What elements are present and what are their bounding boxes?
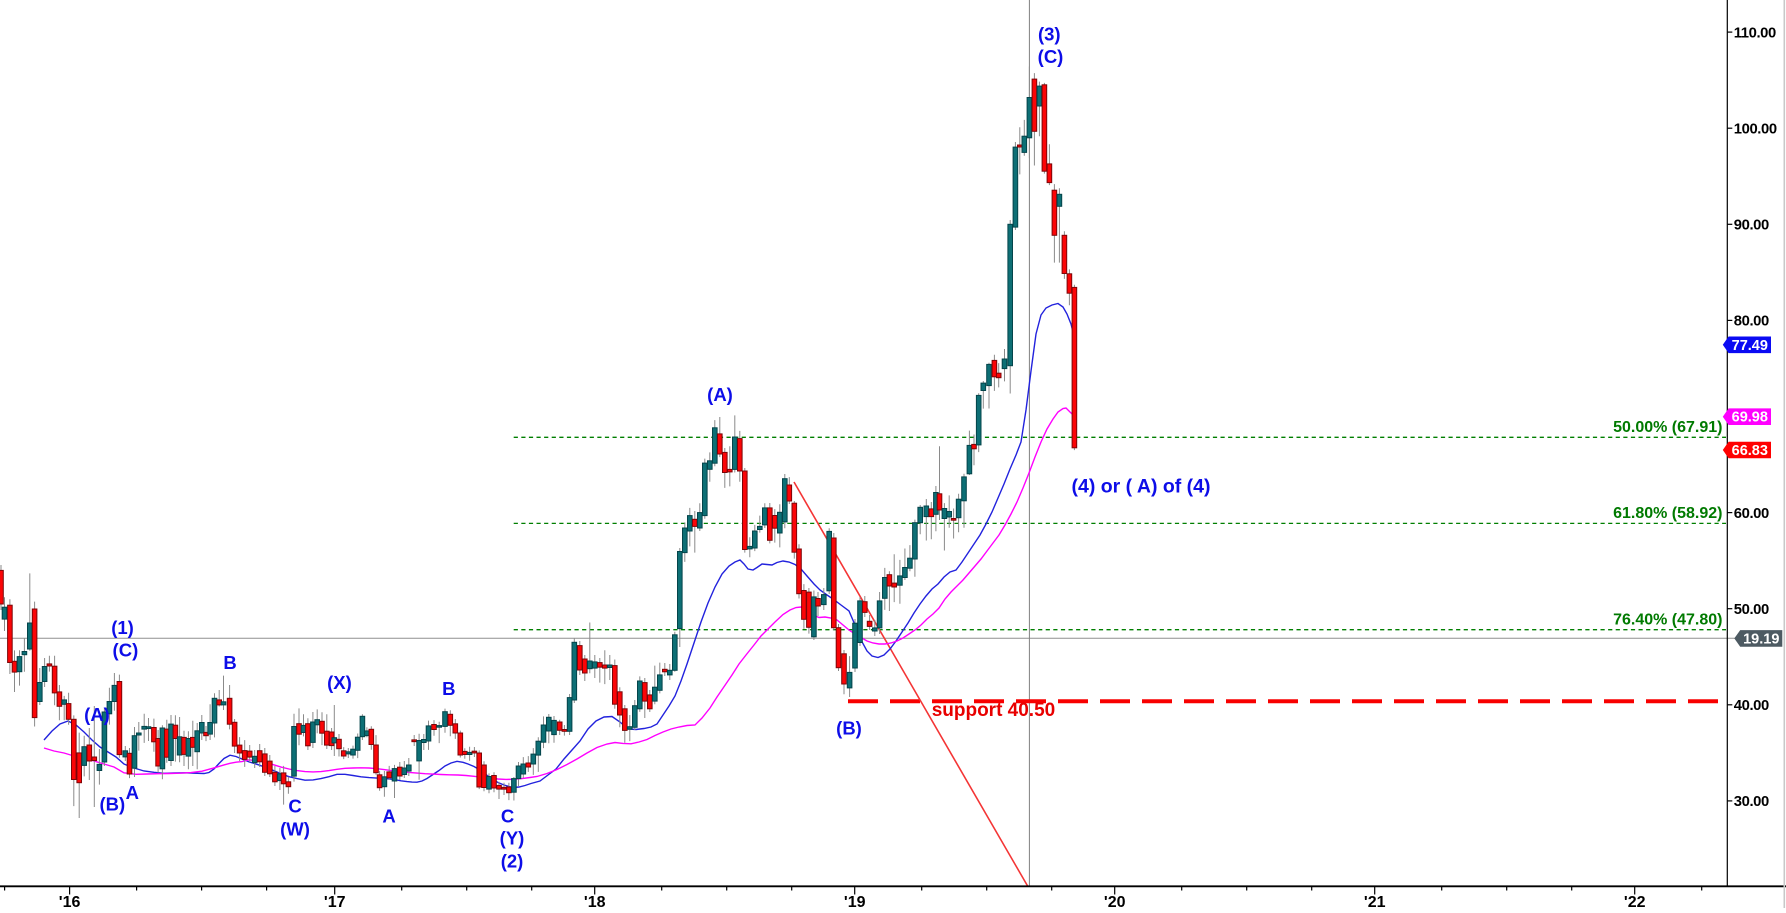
svg-text:(B): (B)	[99, 793, 125, 814]
svg-text:B: B	[442, 678, 455, 699]
svg-text:77.49: 77.49	[1732, 338, 1768, 354]
svg-text:'21: '21	[1364, 894, 1386, 908]
svg-text:(A): (A)	[707, 384, 733, 405]
svg-text:(B): (B)	[836, 718, 862, 739]
svg-text:80.00: 80.00	[1734, 314, 1769, 330]
svg-text:B: B	[223, 652, 236, 673]
svg-text:support 40.50: support 40.50	[932, 700, 1056, 721]
svg-text:60.00: 60.00	[1734, 506, 1769, 522]
svg-text:'20: '20	[1104, 894, 1126, 908]
svg-text:(Y): (Y)	[500, 828, 525, 849]
svg-text:'18: '18	[584, 894, 606, 908]
svg-text:(X): (X)	[327, 672, 352, 693]
svg-text:'16: '16	[59, 894, 81, 908]
svg-text:A: A	[126, 782, 139, 803]
svg-text:C: C	[501, 806, 514, 827]
svg-text:30.00: 30.00	[1734, 794, 1769, 810]
svg-text:90.00: 90.00	[1734, 218, 1769, 234]
svg-text:40.00: 40.00	[1734, 698, 1769, 714]
svg-text:(C): (C)	[1038, 46, 1064, 67]
svg-text:(C): (C)	[113, 640, 139, 661]
svg-text:50.00% (67.91): 50.00% (67.91)	[1613, 419, 1722, 436]
svg-text:61.80% (58.92): 61.80% (58.92)	[1613, 505, 1722, 522]
svg-text:(4) or ( A) of (4): (4) or ( A) of (4)	[1072, 475, 1211, 497]
svg-text:19.19: 19.19	[1743, 631, 1779, 647]
svg-text:(2): (2)	[501, 851, 524, 872]
svg-text:C: C	[288, 796, 301, 817]
svg-text:'19: '19	[844, 894, 866, 908]
svg-text:(W): (W)	[280, 819, 310, 840]
svg-text:110.00: 110.00	[1734, 25, 1776, 41]
svg-text:(3): (3)	[1038, 23, 1061, 44]
svg-text:66.83: 66.83	[1732, 443, 1768, 459]
svg-text:(1): (1)	[111, 617, 134, 638]
svg-text:100.00: 100.00	[1734, 121, 1777, 137]
svg-text:69.98: 69.98	[1732, 410, 1768, 426]
svg-text:'17: '17	[324, 894, 346, 908]
svg-text:A: A	[382, 806, 395, 827]
svg-text:76.40% (47.80): 76.40% (47.80)	[1613, 612, 1722, 629]
svg-text:50.00: 50.00	[1734, 602, 1769, 618]
svg-text:(A): (A)	[84, 704, 110, 725]
svg-text:'22: '22	[1624, 894, 1646, 908]
